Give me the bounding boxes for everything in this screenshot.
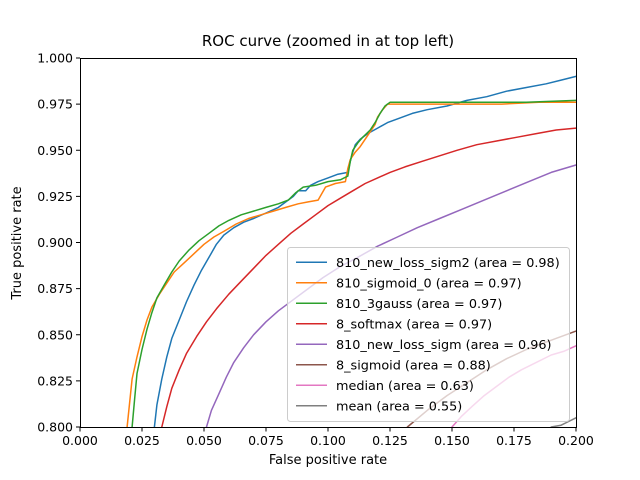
x-tick-label: 0.100 <box>310 433 346 448</box>
y-tick-label: 0.850 <box>37 327 73 342</box>
legend-label: median (area = 0.63) <box>336 379 474 394</box>
legend-entry-810_sigmoid_0: 810_sigmoid_0 (area = 0.97) <box>296 276 522 291</box>
y-tick-label: 0.800 <box>37 420 73 435</box>
x-tick-label: 0.200 <box>558 433 594 448</box>
y-axis-label: True positive rate <box>10 186 25 300</box>
legend-label: mean (area = 0.55) <box>336 399 462 414</box>
x-tick-label: 0.125 <box>372 433 408 448</box>
series-line-810_new_loss_sigm2 <box>153 75 577 428</box>
legend-label: 810_sigmoid_0 (area = 0.97) <box>336 276 522 291</box>
legend-label: 810_3gauss (area = 0.97) <box>336 297 502 312</box>
legend-entry-8_sigmoid: 8_sigmoid (area = 0.88) <box>296 358 491 373</box>
x-tick-label: 0.025 <box>124 433 160 448</box>
x-tick-label: 0.050 <box>186 433 222 448</box>
y-tick-label: 0.825 <box>37 373 73 388</box>
legend-label: 810_new_loss_sigm (area = 0.96) <box>336 338 552 353</box>
x-axis-label: False positive rate <box>269 453 387 468</box>
series-line-8_softmax <box>161 127 577 428</box>
y-tick-label: 1.000 <box>37 51 73 66</box>
y-tick-label: 0.900 <box>37 235 73 250</box>
series-line-810_3gauss <box>131 99 577 428</box>
legend: 810_new_loss_sigm2 (area = 0.98) 810_sigm… <box>287 247 570 422</box>
legend-entry-810_new_loss_sigm2: 810_new_loss_sigm2 (area = 0.98) <box>296 256 560 271</box>
legend-label: 810_new_loss_sigm2 (area = 0.98) <box>336 256 560 271</box>
legend-label: 8_sigmoid (area = 0.88) <box>336 358 491 373</box>
chart-title: ROC curve (zoomed in at top left) <box>202 32 454 50</box>
x-tick-label: 0.175 <box>496 433 532 448</box>
legend-entry-810_3gauss: 810_3gauss (area = 0.97) <box>296 297 502 312</box>
y-tick-label: 0.925 <box>37 189 73 204</box>
legend-entry-median: median (area = 0.63) <box>296 379 474 394</box>
y-tick-label: 0.875 <box>37 281 73 296</box>
legend-entry-mean: mean (area = 0.55) <box>296 399 462 414</box>
legend-entry-810_new_loss_sigm: 810_new_loss_sigm (area = 0.96) <box>296 338 552 353</box>
y-tick-label: 0.975 <box>37 97 73 112</box>
legend-frame <box>287 247 570 422</box>
x-tick-label: 0.150 <box>434 433 470 448</box>
y-tick-label: 0.950 <box>37 143 73 158</box>
legend-entry-8_softmax: 8_softmax (area = 0.97) <box>296 317 492 332</box>
legend-label: 8_softmax (area = 0.97) <box>336 317 492 332</box>
x-tick-label: 0.075 <box>248 433 284 448</box>
x-tick-label: 0.000 <box>62 433 98 448</box>
plot-area: 0.000 0.025 0.050 0.075 0.100 0.125 0.150 0.175… <box>37 51 594 449</box>
series-line-mean <box>550 417 577 428</box>
